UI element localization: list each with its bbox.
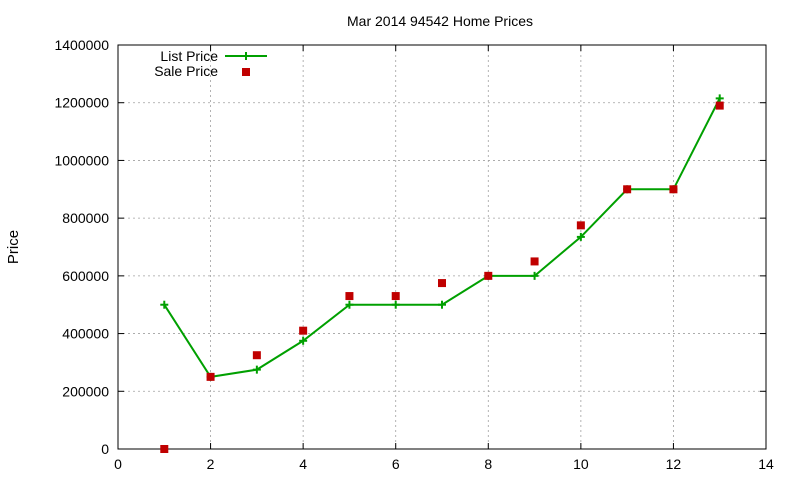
list-price-point (160, 300, 169, 309)
y-tick-label: 200000 (62, 383, 109, 399)
tick-layer: 0 2 4 6 8 10 12 14 0 200000 400000 600000 800000 1000… (54, 37, 774, 472)
x-tick-label: 0 (114, 456, 122, 472)
y-tick-label: 600000 (62, 268, 109, 284)
list-price-point (530, 271, 539, 280)
legend: List Price Sale Price (154, 48, 267, 79)
x-tick-label: 12 (666, 456, 682, 472)
y-tick-label: 800000 (62, 210, 109, 226)
list-price-point (345, 300, 354, 309)
sale-price-point (623, 185, 632, 194)
legend-label-sale-price: Sale Price (154, 63, 218, 79)
y-tick-label: 400000 (62, 326, 109, 342)
y-tick-label: 1200000 (54, 95, 109, 111)
sale-price-point (299, 326, 308, 335)
list-price-point (299, 336, 308, 345)
sale-price-point (206, 372, 215, 381)
y-tick-label: 0 (101, 441, 109, 457)
sale-price-point (530, 257, 539, 266)
list-price-point (715, 94, 724, 103)
x-tick-label: 4 (299, 456, 307, 472)
sale-price-point (484, 271, 493, 280)
sale-price-point (160, 445, 169, 453)
sale-price-point (438, 279, 446, 288)
list-price-line (163, 97, 721, 378)
list-price-point (391, 300, 400, 309)
series-layer (160, 94, 724, 453)
legend-sample-sale-price-square (242, 68, 250, 76)
list-price-point (438, 300, 446, 309)
sale-price-point (391, 292, 400, 301)
legend-label-list-price: List Price (160, 48, 218, 64)
y-axis-label: Price (5, 230, 22, 264)
grid-layer (118, 45, 766, 449)
x-tick-label: 2 (207, 456, 215, 472)
y-tick-label: 1000000 (54, 152, 109, 168)
x-tick-label: 6 (392, 456, 400, 472)
x-tick-label: 10 (573, 456, 589, 472)
sale-price-point (669, 185, 678, 194)
y-tick-label: 1400000 (54, 37, 109, 53)
sale-price-point (345, 292, 354, 301)
sale-price-point (715, 101, 724, 110)
sale-price-point (576, 221, 585, 230)
x-tick-label: 14 (758, 456, 774, 472)
sale-price-point (252, 351, 261, 360)
list-price-point (252, 365, 261, 374)
list-price-point (576, 232, 585, 241)
chart-title: Mar 2014 94542 Home Prices (347, 13, 533, 29)
x-tick-label: 8 (484, 456, 492, 472)
plot-frame (117, 44, 767, 450)
